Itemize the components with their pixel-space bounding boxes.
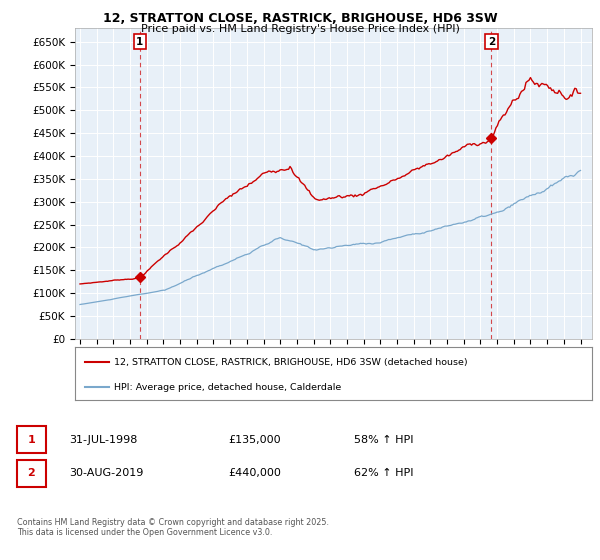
Text: £440,000: £440,000: [228, 468, 281, 478]
Text: 58% ↑ HPI: 58% ↑ HPI: [354, 435, 413, 445]
Text: 1: 1: [28, 435, 35, 445]
Text: Contains HM Land Registry data © Crown copyright and database right 2025.
This d: Contains HM Land Registry data © Crown c…: [17, 518, 329, 538]
Text: £135,000: £135,000: [228, 435, 281, 445]
Text: 30-AUG-2019: 30-AUG-2019: [69, 468, 143, 478]
Text: HPI: Average price, detached house, Calderdale: HPI: Average price, detached house, Cald…: [114, 382, 341, 391]
Text: 62% ↑ HPI: 62% ↑ HPI: [354, 468, 413, 478]
Text: 12, STRATTON CLOSE, RASTRICK, BRIGHOUSE, HD6 3SW (detached house): 12, STRATTON CLOSE, RASTRICK, BRIGHOUSE,…: [114, 358, 467, 367]
Text: 31-JUL-1998: 31-JUL-1998: [69, 435, 137, 445]
Text: Price paid vs. HM Land Registry's House Price Index (HPI): Price paid vs. HM Land Registry's House …: [140, 24, 460, 34]
Text: 2: 2: [488, 37, 495, 46]
Text: 1: 1: [136, 37, 143, 46]
Text: 12, STRATTON CLOSE, RASTRICK, BRIGHOUSE, HD6 3SW: 12, STRATTON CLOSE, RASTRICK, BRIGHOUSE,…: [103, 12, 497, 25]
Text: 2: 2: [28, 468, 35, 478]
